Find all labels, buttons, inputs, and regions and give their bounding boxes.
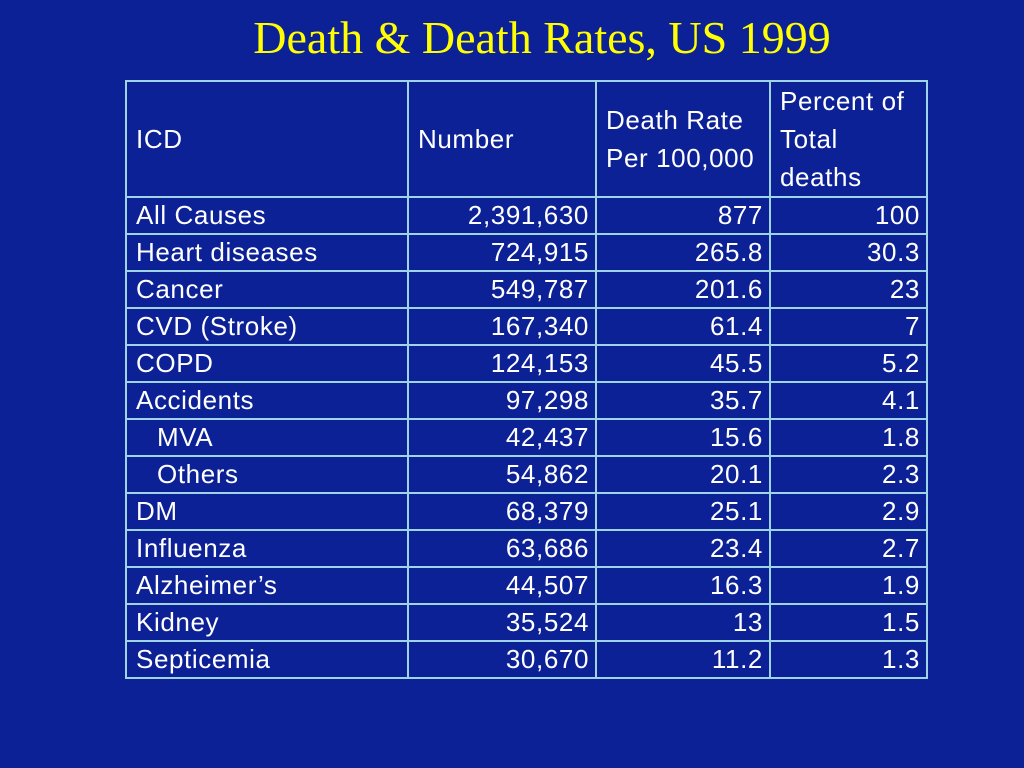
- number-cell: 42,437: [407, 418, 597, 457]
- percent-cell: 30.3: [769, 233, 928, 272]
- percent-cell: 5.2: [769, 344, 928, 383]
- number-cell: 2,391,630: [407, 196, 597, 235]
- table-header-row: ICD Number Death Rate Per 100,000 Percen…: [125, 80, 928, 198]
- table-row: MVA 42,437 15.6 1.8: [125, 418, 928, 457]
- death-rate-cell: 13: [595, 603, 771, 642]
- percent-cell: 23: [769, 270, 928, 309]
- cause-cell: MVA: [125, 418, 409, 457]
- percent-cell: 2.3: [769, 455, 928, 494]
- percent-cell: 1.8: [769, 418, 928, 457]
- table-row: Others 54,862 20.1 2.3: [125, 455, 928, 494]
- deaths-table: ICD Number Death Rate Per 100,000 Percen…: [125, 80, 928, 679]
- table-row: All Causes 2,391,630 877 100: [125, 196, 928, 235]
- table-row: CVD (Stroke) 167,340 61.4 7: [125, 307, 928, 346]
- number-cell: 97,298: [407, 381, 597, 420]
- deaths-table-container: ICD Number Death Rate Per 100,000 Percen…: [125, 80, 928, 679]
- number-cell: 724,915: [407, 233, 597, 272]
- table-row: Cancer 549,787 201.6 23: [125, 270, 928, 309]
- percent-cell: 1.5: [769, 603, 928, 642]
- death-rate-cell: 45.5: [595, 344, 771, 383]
- number-cell: 549,787: [407, 270, 597, 309]
- cause-cell: Alzheimer’s: [125, 566, 409, 605]
- number-cell: 44,507: [407, 566, 597, 605]
- header-icd: ICD: [125, 80, 409, 198]
- table-row: Influenza 63,686 23.4 2.7: [125, 529, 928, 568]
- cause-cell: Accidents: [125, 381, 409, 420]
- header-percent: Percent of Total deaths: [769, 80, 928, 198]
- number-cell: 35,524: [407, 603, 597, 642]
- death-rate-cell: 877: [595, 196, 771, 235]
- cause-cell: Others: [125, 455, 409, 494]
- death-rate-cell: 20.1: [595, 455, 771, 494]
- percent-cell: 7: [769, 307, 928, 346]
- percent-cell: 1.3: [769, 640, 928, 679]
- cause-cell: All Causes: [125, 196, 409, 235]
- death-rate-cell: 23.4: [595, 529, 771, 568]
- death-rate-cell: 25.1: [595, 492, 771, 531]
- death-rate-cell: 11.2: [595, 640, 771, 679]
- cause-cell: Influenza: [125, 529, 409, 568]
- number-cell: 68,379: [407, 492, 597, 531]
- cause-cell: Cancer: [125, 270, 409, 309]
- death-rate-cell: 265.8: [595, 233, 771, 272]
- table-row: Accidents 97,298 35.7 4.1: [125, 381, 928, 420]
- cause-cell: DM: [125, 492, 409, 531]
- table-row: DM 68,379 25.1 2.9: [125, 492, 928, 531]
- death-rate-cell: 15.6: [595, 418, 771, 457]
- table-row: Septicemia 30,670 11.2 1.3: [125, 640, 928, 679]
- table-row: Kidney 35,524 13 1.5: [125, 603, 928, 642]
- table-body: All Causes 2,391,630 877 100 Heart diseases 7…: [125, 196, 928, 679]
- cause-cell: Kidney: [125, 603, 409, 642]
- table-row: Alzheimer’s 44,507 16.3 1.9: [125, 566, 928, 605]
- table-row: Heart diseases 724,915 265.8 30.3: [125, 233, 928, 272]
- number-cell: 167,340: [407, 307, 597, 346]
- header-number: Number: [407, 80, 597, 198]
- death-rate-cell: 201.6: [595, 270, 771, 309]
- number-cell: 54,862: [407, 455, 597, 494]
- cause-cell: Heart diseases: [125, 233, 409, 272]
- cause-cell: CVD (Stroke): [125, 307, 409, 346]
- percent-cell: 1.9: [769, 566, 928, 605]
- percent-cell: 2.7: [769, 529, 928, 568]
- number-cell: 30,670: [407, 640, 597, 679]
- death-rate-cell: 61.4: [595, 307, 771, 346]
- number-cell: 124,153: [407, 344, 597, 383]
- number-cell: 63,686: [407, 529, 597, 568]
- header-death-rate: Death Rate Per 100,000: [595, 80, 771, 198]
- slide-title: Death & Death Rates, US 1999: [253, 12, 831, 63]
- percent-cell: 2.9: [769, 492, 928, 531]
- table-row: COPD 124,153 45.5 5.2: [125, 344, 928, 383]
- cause-cell: Septicemia: [125, 640, 409, 679]
- percent-cell: 100: [769, 196, 928, 235]
- percent-cell: 4.1: [769, 381, 928, 420]
- cause-cell: COPD: [125, 344, 409, 383]
- death-rate-cell: 35.7: [595, 381, 771, 420]
- death-rate-cell: 16.3: [595, 566, 771, 605]
